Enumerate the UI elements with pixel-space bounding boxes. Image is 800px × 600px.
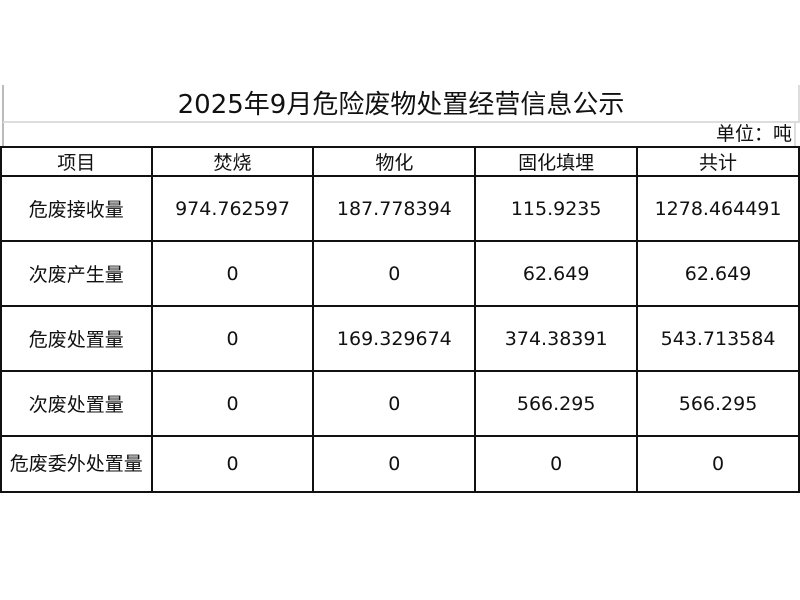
cell: 0	[150, 240, 315, 307]
cell: 0	[312, 370, 477, 437]
cell: 0	[312, 435, 477, 493]
cell: 62.649	[636, 240, 800, 307]
table-row: 危废处置量 0 169.329674 374.38391 543.713584	[0, 305, 800, 372]
data-table: 项目 焚烧 物化 固化填埋 共计 危废接收量 974.762597 187.7783…	[0, 146, 800, 493]
row-label: 危废委外处置量	[0, 435, 153, 493]
table-row: 次废产生量 0 0 62.649 62.649	[0, 240, 800, 307]
page-title: 2025年9月危险废物处置经营信息公示	[2, 85, 800, 123]
cell: 566.295	[636, 370, 800, 437]
cell: 115.9235	[474, 175, 639, 242]
row-label: 危废处置量	[0, 305, 153, 372]
unit-label: 单位：吨	[2, 123, 796, 146]
row-label: 次废处置量	[0, 370, 153, 437]
row-label: 危废接收量	[0, 175, 153, 242]
header-row: 项目 焚烧 物化 固化填埋 共计	[0, 146, 800, 177]
cell: 543.713584	[636, 305, 800, 372]
cell: 0	[312, 240, 477, 307]
cell: 0	[150, 370, 315, 437]
header-cell: 物化	[312, 146, 477, 177]
cell: 169.329674	[312, 305, 477, 372]
header-cell: 固化填埋	[474, 146, 639, 177]
header-cell: 项目	[0, 146, 153, 177]
cell: 974.762597	[150, 175, 315, 242]
header-cell: 共计	[636, 146, 800, 177]
cell: 187.778394	[312, 175, 477, 242]
row-label: 次废产生量	[0, 240, 153, 307]
cell: 1278.464491	[636, 175, 800, 242]
cell: 374.38391	[474, 305, 639, 372]
header-cell: 焚烧	[150, 146, 315, 177]
cell: 62.649	[474, 240, 639, 307]
table-row: 危废委外处置量 0 0 0 0	[0, 435, 800, 493]
cell: 0	[150, 435, 315, 493]
cell: 0	[636, 435, 800, 493]
cell: 566.295	[474, 370, 639, 437]
table-row: 次废处置量 0 0 566.295 566.295	[0, 370, 800, 437]
cell: 0	[150, 305, 315, 372]
table-row: 危废接收量 974.762597 187.778394 115.9235 1278.46…	[0, 175, 800, 242]
cell: 0	[474, 435, 639, 493]
